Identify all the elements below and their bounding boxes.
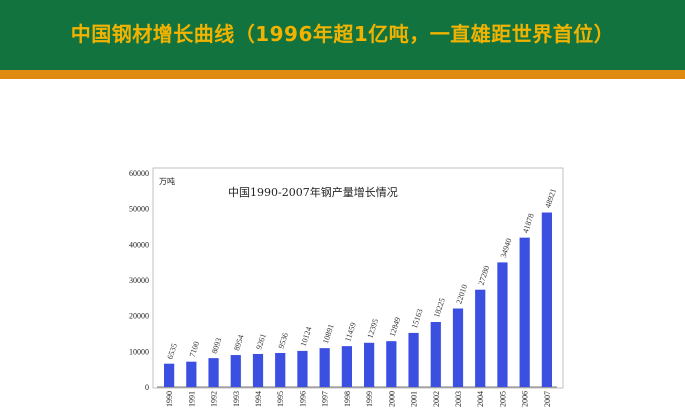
bar <box>341 346 352 387</box>
bar <box>208 358 219 387</box>
x-axis-ticks: 1990 1991 1992 1993 1994 1995 1996 1997 1998 1999… <box>165 391 552 407</box>
x-tick-label: 1998 <box>343 391 352 407</box>
bar <box>297 350 308 387</box>
y-axis-ticks: 0 10000 20000 30000 40000 50000 60000 <box>129 169 149 392</box>
bar <box>386 341 397 387</box>
bar <box>408 332 419 387</box>
x-tick-label: 1996 <box>298 391 307 407</box>
bar <box>230 355 241 387</box>
x-tick-label: 2000 <box>387 391 396 407</box>
y-tick-label: 40000 <box>129 240 149 249</box>
y-tick-label: 10000 <box>129 347 149 356</box>
bar <box>164 363 175 387</box>
bar <box>541 212 552 387</box>
header-stripe <box>0 70 685 79</box>
y-tick-label: 30000 <box>129 276 149 285</box>
x-tick-label: 1992 <box>210 391 219 407</box>
x-tick-label: 1990 <box>165 391 174 407</box>
bar <box>319 348 330 387</box>
x-tick-label: 2002 <box>432 391 441 407</box>
bar <box>475 289 486 387</box>
x-tick-label: 2003 <box>454 391 463 407</box>
y-tick-label: 0 <box>145 383 149 392</box>
bar <box>452 308 464 387</box>
x-tick-label: 1999 <box>365 391 374 407</box>
x-tick-label: 1993 <box>232 391 241 407</box>
bar <box>519 237 530 387</box>
slide-header: 中国钢材增长曲线（1996年超1亿吨，一直雄距世界首位） <box>0 0 685 70</box>
chart-title: 中国1990-2007年钢产量增长情况 <box>228 185 398 199</box>
bar <box>430 322 441 387</box>
x-tick-label: 2004 <box>476 391 485 407</box>
y-tick-label: 60000 <box>129 169 149 178</box>
bar <box>364 342 375 387</box>
x-tick-label: 1995 <box>276 391 285 407</box>
x-tick-label: 1991 <box>187 391 196 407</box>
slide-title: 中国钢材增长曲线（1996年超1亿吨，一直雄距世界首位） <box>70 22 615 46</box>
x-tick-label: 2005 <box>498 391 507 407</box>
y-tick-label: 20000 <box>129 312 149 321</box>
bar <box>275 352 286 387</box>
x-tick-label: 2001 <box>410 391 419 407</box>
bars-group <box>164 212 552 387</box>
x-tick-label: 1994 <box>254 391 263 407</box>
x-tick-label: 2006 <box>521 391 530 407</box>
y-tick-label: 50000 <box>129 205 149 214</box>
chart-frame <box>152 167 564 389</box>
bar <box>186 361 197 387</box>
y-unit-label: 万吨 <box>159 176 175 186</box>
bar <box>497 262 508 387</box>
x-tick-label: 1997 <box>321 391 330 407</box>
x-tick-label: 2007 <box>543 391 552 407</box>
bar <box>252 353 264 387</box>
